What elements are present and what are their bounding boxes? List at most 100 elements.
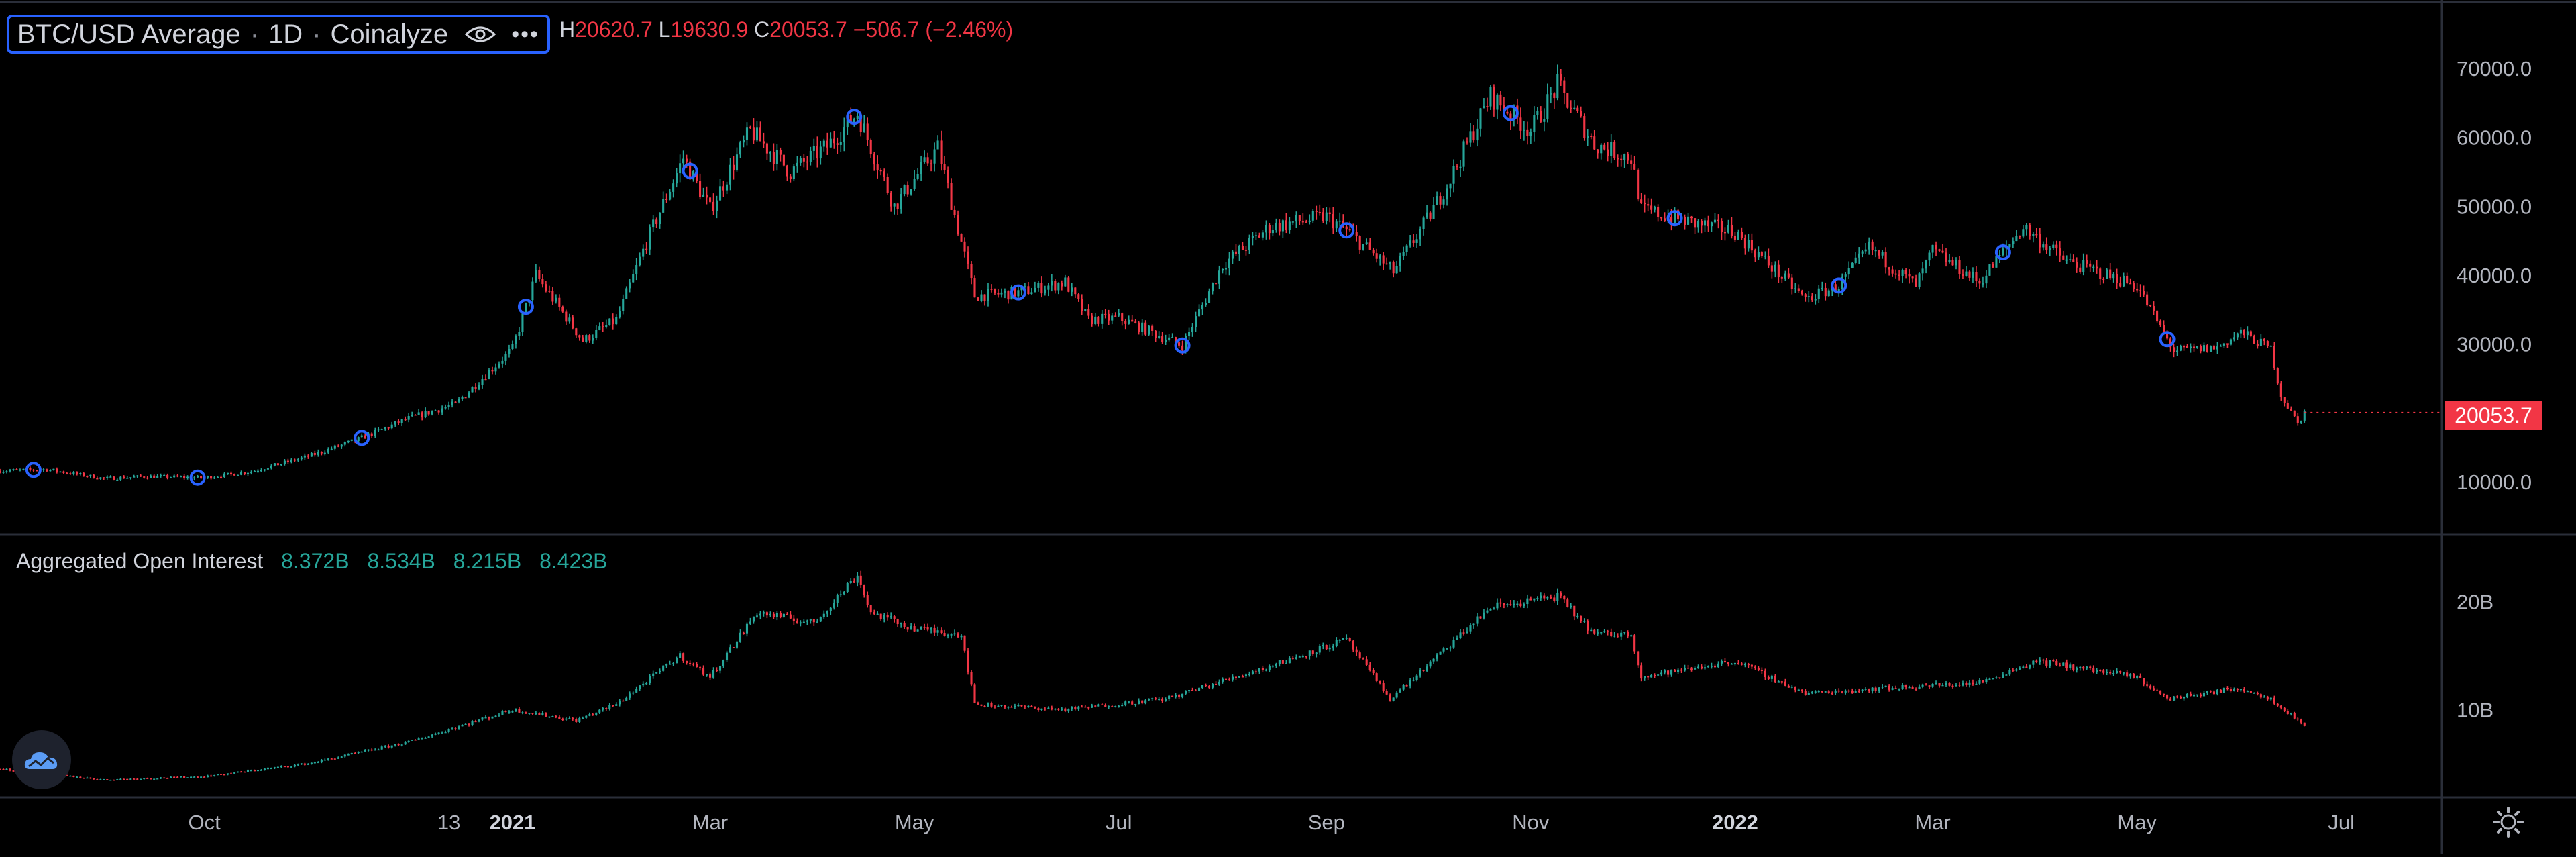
candle [1941,244,1944,254]
oi-bar [2019,666,2021,670]
oi-bar [1995,675,1998,679]
candle [2216,342,2219,354]
oi-bar [400,744,403,747]
candle [2146,291,2149,307]
candle [876,155,879,179]
oi-bar [649,674,651,685]
candle [1161,332,1164,344]
candle [2129,278,2132,285]
oi-bar [1429,660,1432,669]
candle [1894,269,1897,279]
oi-bar [1975,681,1978,685]
symbol-legend[interactable]: BTC/USD Average · 1D · Coinalyze ••• [7,15,550,54]
cloud-logo-icon[interactable] [12,730,71,789]
candle [1034,281,1036,293]
oi-bar [1389,693,1391,702]
event-marker-icon [2159,331,2176,348]
candle [2086,254,2088,268]
candle [1258,232,1260,238]
oi-bar [1051,705,1053,711]
oi-bar [1195,689,1197,692]
settings-gear-icon[interactable] [2491,805,2525,839]
candle [679,154,682,183]
candle [1204,298,1208,307]
candle [176,474,179,478]
oi-legend[interactable]: Aggregated Open Interest 8.372B 8.534B 8… [16,549,608,574]
oi-bar [2196,694,2199,697]
candle [2196,346,2199,349]
candle [1037,281,1040,292]
candle [910,189,912,196]
oi-bar [1118,705,1120,708]
candle [166,473,169,480]
oi-bar [950,633,953,639]
candle [1128,315,1130,325]
oi-bar [1864,687,1867,691]
candle [913,170,916,191]
candle [1700,219,1703,234]
candle [558,294,561,311]
candle [69,471,72,475]
oi-bar [1747,662,1750,668]
oi-bar [1426,664,1428,672]
candle [1529,128,1532,144]
time-tick-label: Nov [1512,811,1550,834]
oi-bar [1432,658,1435,664]
candle [103,477,105,480]
oi-bar [1811,691,1813,695]
oi-bar [1576,613,1579,619]
oi-bar [1476,613,1479,627]
oi-bar [263,768,266,771]
high-value: 20620.7 [575,17,653,42]
oi-bar [769,611,771,617]
more-options-icon[interactable]: ••• [511,21,539,47]
oi-bar [1077,705,1080,711]
candle [906,181,909,197]
candle [1674,207,1676,225]
candle [2219,344,2222,347]
oi-bar [354,752,356,754]
oi-bar [605,707,608,711]
candle [343,441,346,447]
candle [370,432,373,438]
oi-bar [1295,654,1297,660]
candle [2025,223,2028,236]
candle [765,142,768,160]
oi-bar [732,647,735,648]
candle [143,476,146,479]
candle [129,477,132,480]
candle [2042,241,2045,251]
eye-icon[interactable] [464,24,496,44]
candle [86,475,89,478]
oi-bar [1291,656,1294,660]
candle [1124,318,1127,330]
event-marker-icon [846,109,863,125]
candle [1432,197,1435,219]
candle [980,290,983,303]
price-tick-label: 70000.0 [2457,57,2532,81]
candle [377,427,380,432]
oi-bar [1244,673,1247,678]
oi-bar [1121,703,1124,707]
candle [1807,291,1810,303]
oi-bar [1553,594,1556,603]
oi-bar [468,723,470,727]
candle [1750,233,1753,254]
high-label: H [559,17,576,42]
oi-bar [983,705,986,708]
candle [1077,293,1080,302]
oi-bar [2,768,5,770]
candle [1004,288,1006,299]
candle [226,472,229,475]
oi-bar [129,778,132,780]
oi-bar [1027,705,1030,708]
oi-bar [1550,594,1552,599]
candle [1047,283,1050,297]
oi-bar [1804,689,1807,696]
oi-bar [1486,607,1489,614]
time-tick-label: 2022 [1712,811,1758,834]
oi-bar [973,683,976,704]
oi-bar [2109,669,2112,676]
oi-bar [103,778,105,780]
